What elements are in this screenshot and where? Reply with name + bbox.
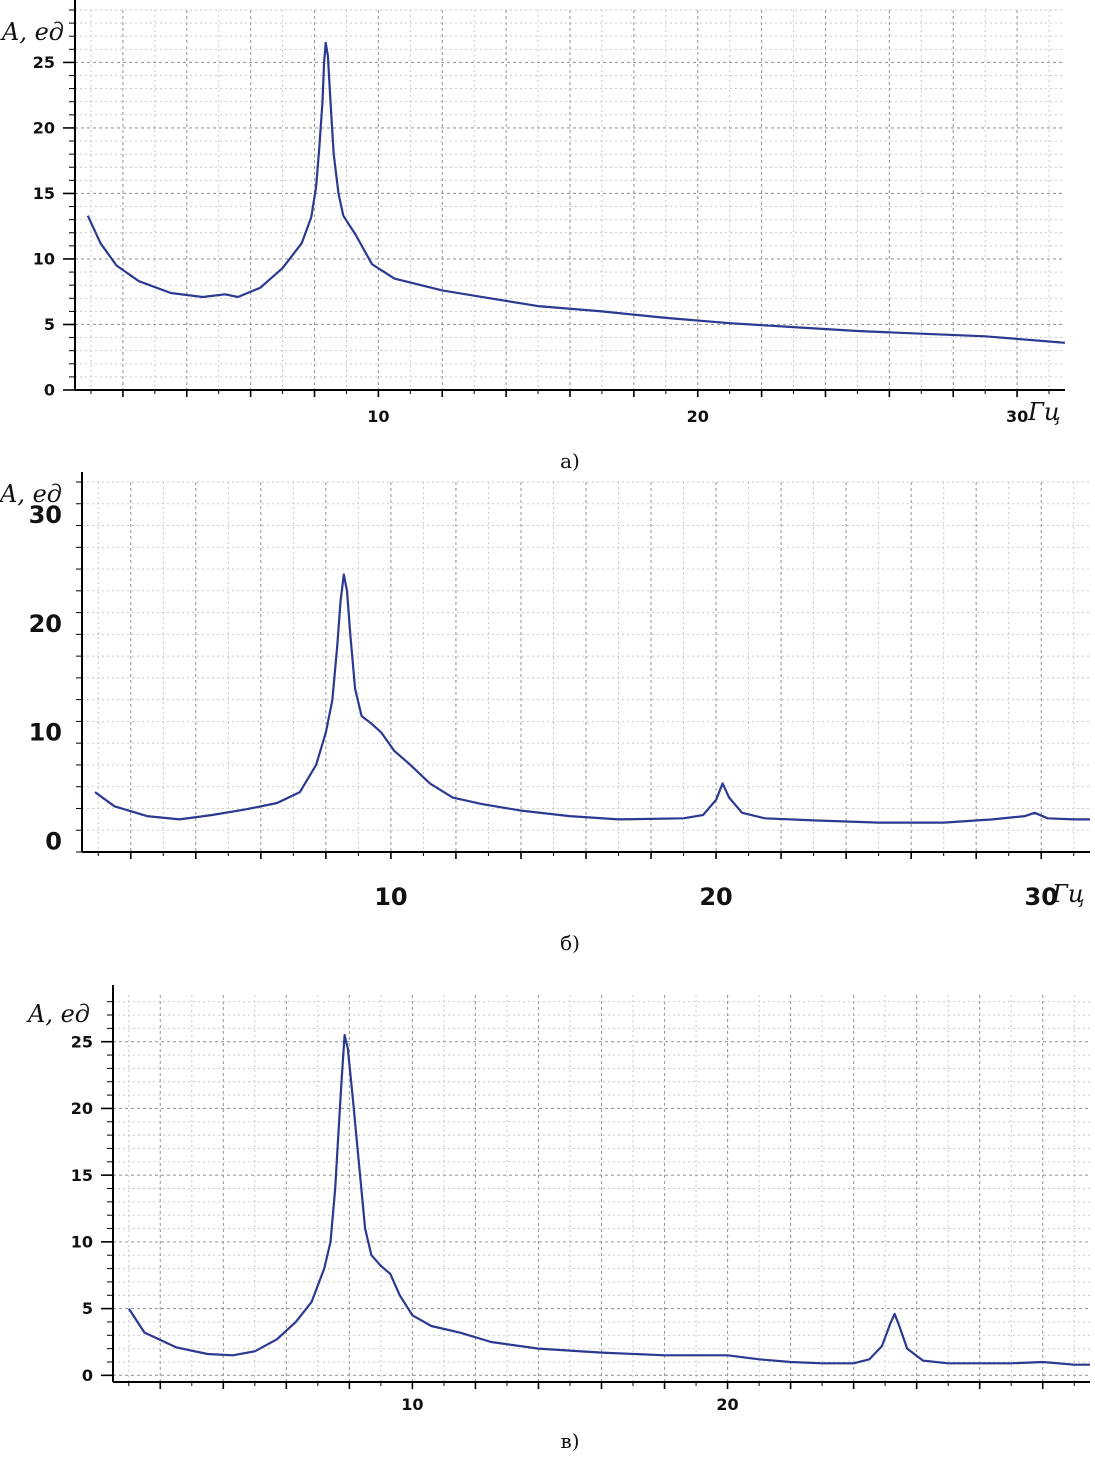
y-axis-title: A, ед — [0, 18, 64, 46]
y-tick-label: 0 — [82, 1366, 93, 1385]
y-tick-label: 20 — [33, 119, 55, 138]
series-line — [127, 1033, 1090, 1366]
y-tick-label: 0 — [44, 381, 55, 400]
panel-caption: а) — [560, 449, 580, 473]
y-axis-title: A, ед — [0, 480, 62, 508]
x-tick-label: 20 — [699, 883, 732, 911]
y-tick-label: 30 — [29, 501, 62, 529]
x-tick-label: 20 — [687, 407, 709, 426]
y-tick-label: 15 — [71, 1166, 93, 1185]
panel-caption: в) — [560, 1429, 579, 1453]
y-tick-label: 25 — [71, 1032, 93, 1051]
series-line — [86, 41, 1066, 344]
y-tick-label: 25 — [33, 53, 55, 72]
x-tick-label: 10 — [367, 407, 389, 426]
chart-panel-a: 0 5 10 15 20 25 10 20 30 A, ед Гц а) — [0, 0, 1066, 473]
y-tick-label: 10 — [33, 250, 55, 269]
y-tick-label: 5 — [44, 315, 55, 334]
series-line — [94, 573, 1090, 824]
y-tick-label: 20 — [29, 610, 62, 638]
chart-panel-c: 0 5 10 15 20 25 10 20 A, ед в) — [26, 985, 1090, 1453]
y-tick-label: 10 — [29, 719, 62, 747]
y-tick-label: 10 — [71, 1232, 93, 1251]
x-axis-title: Гц — [1051, 880, 1085, 908]
y-tick-label: 15 — [33, 184, 55, 203]
x-tick-label: 30 — [1006, 407, 1028, 426]
panel-caption: б) — [560, 931, 580, 955]
x-tick-label: 20 — [716, 1395, 738, 1414]
y-tick-label: 5 — [82, 1299, 93, 1318]
x-tick-label: 30 — [1025, 883, 1058, 911]
x-axis-title: Гц — [1027, 398, 1061, 426]
y-axis-title: A, ед — [26, 1000, 90, 1028]
x-tick-label: 10 — [401, 1395, 423, 1414]
y-tick-label: 20 — [71, 1099, 93, 1118]
y-tick-label: 0 — [45, 828, 62, 856]
x-tick-label: 10 — [374, 883, 407, 911]
